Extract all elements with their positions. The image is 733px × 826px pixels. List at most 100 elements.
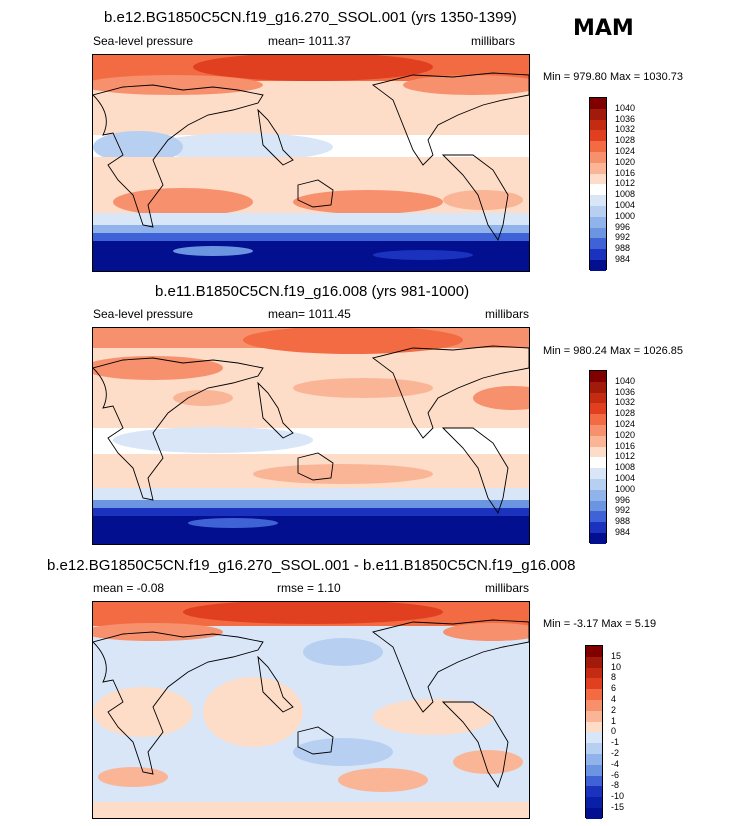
- panel2-colorbar-label: 1016: [615, 440, 636, 451]
- panel1-title: b.e12.BG1850C5CN.f19_g16.270_SSOL.001 (y…: [104, 9, 517, 26]
- panel2-colorbar-swatch: [590, 532, 606, 544]
- panel2-left-label: Sea-level pressure: [93, 307, 194, 321]
- panel3-colorbar-swatch: [586, 764, 602, 776]
- panel3-colorbar-label: -10: [611, 791, 625, 802]
- panel2-colorbar-label: 1008: [615, 462, 636, 473]
- panel1-right-label: millibars: [471, 34, 516, 48]
- panel1-colorbar-label: 1024: [615, 146, 636, 156]
- panel2-colorbar-label: 1000: [615, 483, 636, 494]
- panel1-colorbar-label: 1032: [615, 124, 636, 135]
- panel1-colorbar-label: 1012: [615, 178, 636, 189]
- panel1-colorbar-label: 1016: [615, 167, 636, 178]
- panel1-colorbar-swatch: [590, 119, 606, 131]
- panel2-colorbar-label: 1024: [615, 419, 636, 429]
- panel3-colorbar-swatch: [586, 678, 602, 690]
- panel2-colorbar-label: 1036: [615, 386, 636, 397]
- panel3-colorbar-label: 1: [611, 715, 617, 726]
- panel1-colorbar-swatch: [590, 249, 606, 260]
- panel2-colorbar-swatch: [590, 392, 606, 404]
- panel2-colorbar-label: 1004: [615, 473, 636, 483]
- panel1-colorbar-swatch: [590, 141, 606, 152]
- panel1-colorbar-label: 1036: [615, 113, 636, 124]
- panel1-colorbar-swatch: [590, 259, 606, 271]
- panel3-colorbar-label: 8: [611, 672, 617, 683]
- panel3-map: [92, 601, 530, 819]
- panel2-colorbar-swatch: [590, 371, 606, 382]
- panel1-colorbar-swatch: [590, 216, 606, 228]
- panel2-colorbar-label: 984: [615, 527, 631, 537]
- panel1-colorbar-label: 996: [615, 221, 631, 232]
- panel1-colorbar-swatch: [590, 130, 606, 142]
- panel2-colorbar-label: 1012: [615, 451, 636, 462]
- panel1-center-label: mean= 1011.37: [268, 34, 351, 48]
- panel2-colorbar-label: 1020: [615, 429, 636, 440]
- panel2-map: [92, 327, 530, 545]
- panel1-colorbar-swatch: [590, 162, 606, 174]
- panel3-colorbar-label: 4: [611, 694, 617, 704]
- panel3-colorbar-swatch: [586, 797, 602, 808]
- panel3-left-label: mean = -0.08: [93, 581, 165, 595]
- panel3-colorbar-label: -8: [611, 780, 620, 791]
- panel3-colorbar-swatch: [586, 732, 602, 744]
- panel1-slp-field: [93, 55, 529, 271]
- panel1-minmax: Min = 979.80 Max = 1030.73: [543, 71, 684, 83]
- panel3-colorbar-label: 2: [611, 704, 617, 715]
- panel3-colorbar-label: -6: [611, 769, 620, 780]
- panel3-colorbar-swatch: [586, 710, 602, 722]
- panel2-colorbar-label: 988: [615, 516, 631, 527]
- panel3-colorbar-label: -4: [611, 758, 620, 769]
- panel2-colorbar-swatch: [590, 381, 606, 393]
- panel3-colorbar-swatch: [586, 753, 602, 765]
- panel2-colorbar-label: 996: [615, 494, 631, 505]
- panel3-colorbar-swatch: [586, 667, 602, 679]
- panel2-colorbar-label: 1032: [615, 397, 636, 408]
- panel2-colorbar-swatch: [590, 522, 606, 533]
- panel1-left-label: Sea-level pressure: [93, 34, 194, 48]
- panel1-colorbar-label: 1000: [615, 210, 636, 221]
- panel2-right-label: millibars: [485, 307, 530, 321]
- panel3-colorbar-label: 6: [611, 683, 617, 694]
- panel1-colorbar-swatch: [590, 151, 606, 163]
- panel1-colorbar-swatch: [590, 195, 606, 206]
- panel2-colorbar-swatch: [590, 511, 606, 523]
- panel2-colorbar-swatch: [590, 446, 606, 458]
- panel1-colorbar-swatch: [590, 184, 606, 196]
- panel3-colorbar-swatch: [586, 656, 602, 668]
- panel3-colorbar-swatch: [586, 721, 602, 733]
- panel3-colorbar-swatch: [586, 807, 602, 819]
- panel3-colorbar-label: -15: [611, 802, 625, 812]
- panel2-colorbar-swatch: [590, 489, 606, 501]
- panel1-colorbar-label: 1004: [615, 200, 636, 210]
- panel2-colorbar-swatch: [590, 478, 606, 490]
- panel1-colorbar-swatch: [590, 173, 606, 185]
- panel3-colorbar-swatch: [586, 775, 602, 787]
- panel2-colorbar-label: 1028: [615, 408, 636, 419]
- panel2-colorbar-swatch: [590, 500, 606, 512]
- panel3-colorbar-swatch: [586, 743, 602, 754]
- panel1-colorbar-label: 984: [615, 254, 631, 264]
- panel3-colorbar-swatch: [586, 699, 602, 711]
- panel2-minmax: Min = 980.24 Max = 1026.85: [543, 345, 684, 357]
- panel1-colorbar-label: 1008: [615, 189, 636, 200]
- panel2-colorbar-swatch: [590, 403, 606, 415]
- panel3-colorbar-label: 10: [611, 661, 622, 672]
- panel1-colorbar-swatch: [590, 227, 606, 239]
- panel2-slp-field: [93, 328, 529, 544]
- panel1-colorbar-label: 992: [615, 232, 631, 243]
- panel2-title: b.e11.B1850C5CN.f19_g16.008 (yrs 981-100…: [155, 283, 470, 300]
- panel3-colorbar-label: 0: [611, 726, 617, 737]
- panel3-diff-field: [93, 602, 529, 818]
- panel3-colorbar-swatch: [586, 646, 602, 657]
- season-label: MAM: [573, 16, 634, 41]
- panel1-colorbar-swatch: [590, 205, 606, 217]
- panel2-colorbar-swatch: [590, 457, 606, 469]
- panel1-colorbar-label: 1028: [615, 135, 636, 146]
- panel3-colorbar-swatch: [586, 689, 602, 700]
- panel3-title: b.e12.BG1850C5CN.f19_g16.270_SSOL.001 - …: [47, 557, 576, 574]
- panel3-center-label: rmse = 1.10: [277, 581, 341, 595]
- panel2-colorbar-label: 1040: [615, 375, 636, 386]
- panel1-colorbar-swatch: [590, 238, 606, 250]
- panel1-colorbar-label: 1020: [615, 156, 636, 167]
- panel3-colorbar-label: 15: [611, 650, 622, 661]
- panel1-map: [92, 54, 530, 272]
